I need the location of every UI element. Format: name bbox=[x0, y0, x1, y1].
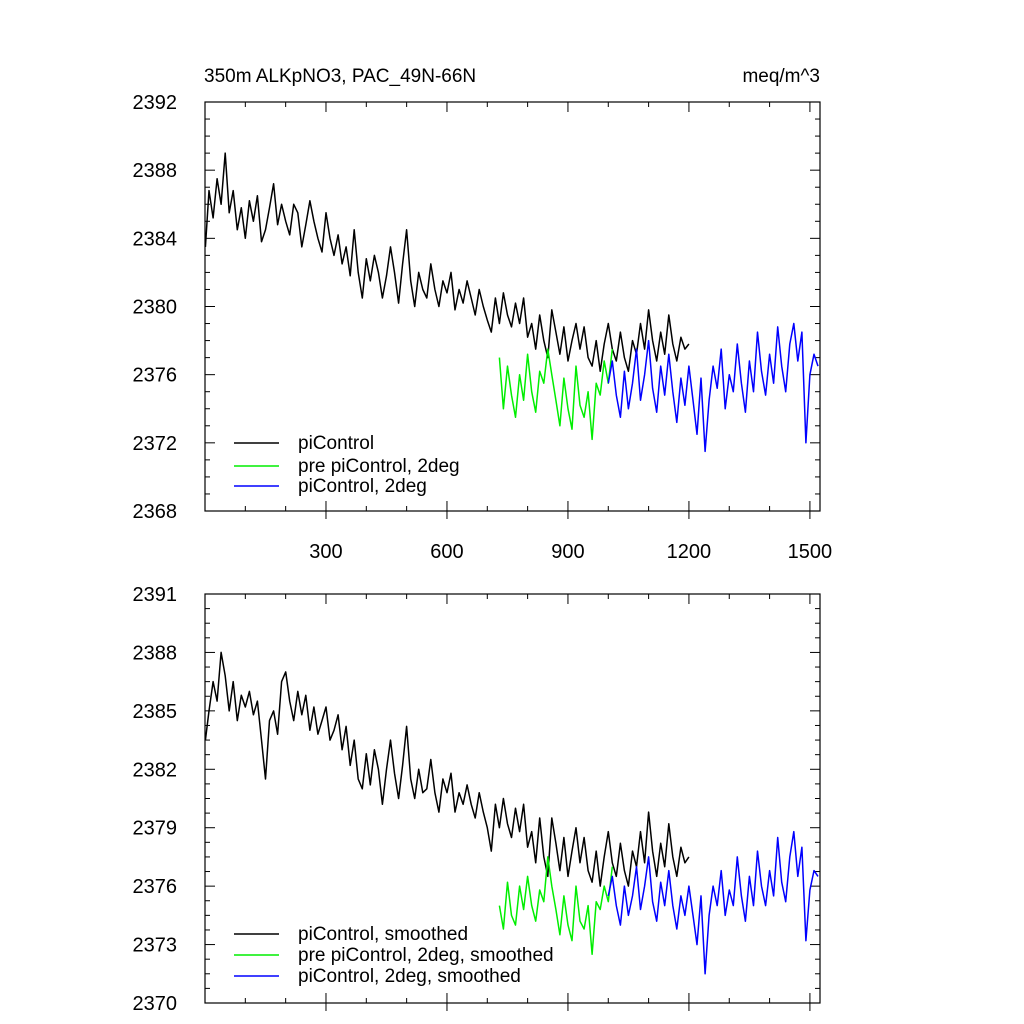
legend-label: piControl, 2deg, smoothed bbox=[298, 966, 521, 987]
panel-top: 300 600 900 1200 1500 2368 2372 2376 2380 2384 238… bbox=[133, 92, 833, 563]
x-tick-label: 1500 bbox=[788, 541, 833, 563]
y-tick-label: 2376 bbox=[133, 365, 178, 387]
y-tick-label: 2391 bbox=[133, 584, 178, 606]
legend-label: piControl bbox=[298, 433, 374, 454]
y-tick-label: 2392 bbox=[133, 92, 178, 114]
y-tick-label: 2376 bbox=[133, 876, 178, 898]
x-tick-label: 300 bbox=[309, 541, 342, 563]
legend-label: piControl, smoothed bbox=[298, 924, 468, 945]
panel-bottom: 2370 2373 2376 2379 2382 2385 2388 2391 piContro… bbox=[133, 584, 821, 1015]
series-line bbox=[204, 651, 690, 887]
legend-label: pre piControl, 2deg, smoothed bbox=[298, 945, 554, 966]
y-tick-label: 2388 bbox=[133, 160, 178, 182]
y-tick-label: 2370 bbox=[133, 993, 178, 1015]
y-tick-label: 2384 bbox=[133, 228, 178, 250]
series-line bbox=[498, 856, 614, 956]
y-tick-label: 2368 bbox=[133, 501, 178, 523]
y-tick-label: 2372 bbox=[133, 433, 178, 455]
legend-label: piControl, 2deg bbox=[298, 476, 427, 497]
x-tick-label: 1200 bbox=[667, 541, 712, 563]
chart-title: 350m ALKpNO3, PAC_49N-66N bbox=[204, 66, 476, 87]
y-tick-label: 2373 bbox=[133, 935, 178, 957]
series-line bbox=[498, 348, 614, 441]
x-tick-label: 600 bbox=[430, 541, 463, 563]
series-line bbox=[607, 830, 819, 975]
y-tick-label: 2382 bbox=[133, 759, 178, 781]
y-tick-label: 2388 bbox=[133, 642, 178, 664]
y-tick-label: 2379 bbox=[133, 818, 178, 840]
chart-units: meq/m^3 bbox=[742, 66, 820, 87]
x-tick-label: 900 bbox=[551, 541, 584, 563]
y-tick-label: 2380 bbox=[133, 297, 178, 319]
legend-label: pre piControl, 2deg bbox=[298, 456, 460, 477]
series-line bbox=[204, 152, 690, 373]
series-line bbox=[607, 322, 819, 453]
y-tick-label: 2385 bbox=[133, 701, 178, 723]
